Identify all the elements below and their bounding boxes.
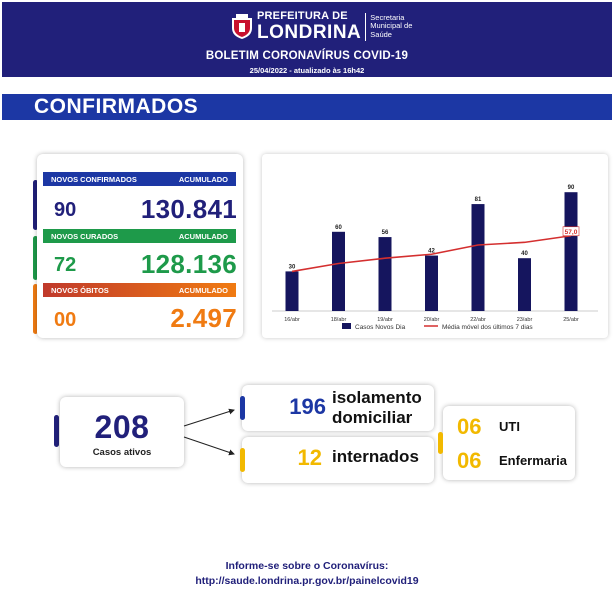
ward-count: 06 <box>457 448 482 473</box>
bulletin-date: 25/04/2022 - atualizado às 16h42 <box>249 66 365 75</box>
chart-bar <box>564 192 578 311</box>
chart-bar <box>518 258 531 311</box>
isolation-label-line-1: isolamento <box>332 388 422 407</box>
chart-legend: Casos Novos Dia Média móvel dos últimos … <box>342 323 533 331</box>
cases-chart: 30 16/abr 60 18/abr 56 19/abr 42 20/abr 81 22/abr… <box>272 185 598 331</box>
x-tick-label: 19/abr <box>377 317 393 323</box>
section-title: CONFIRMADOS <box>34 95 199 118</box>
moving-average-end-label: 57,0 <box>565 229 578 236</box>
bar-value-label: 81 <box>475 197 482 203</box>
legend-line-label: Média móvel dos últimos 7 dias <box>442 324 533 331</box>
bar-value-label: 56 <box>382 230 389 236</box>
curados-header: NOVOS CURADOS ACUMULADO <box>43 229 236 243</box>
isolation-accent-bar <box>240 396 245 420</box>
x-tick-label: 25/abr <box>563 317 579 323</box>
active-cases-box: 208 Casos ativos <box>60 397 184 467</box>
obitos-label: NOVOS ÓBITOS <box>51 285 109 295</box>
footer-info: Informe-se sobre o Coronavírus: <box>225 560 389 572</box>
obitos-total: 2.497 <box>170 303 237 333</box>
curados-accent-bar <box>33 236 38 280</box>
hospital-box: 12 internados <box>242 437 434 483</box>
chart-bar <box>332 231 345 311</box>
isolation-label-line-2: domiciliar <box>332 408 413 428</box>
hospital-label: internados <box>332 447 419 466</box>
confirmados-new: 90 <box>54 199 77 221</box>
bar-value-label: 90 <box>568 185 575 191</box>
curados-acc-label: ACUMULADO <box>178 231 228 241</box>
obitos-accent-bar <box>33 284 38 334</box>
uti-accent-bar <box>438 432 443 454</box>
x-tick-label: 23/abr <box>517 317 533 323</box>
header-banner: PREFEITURA DE LONDRINA Secretaria Munici… <box>2 2 612 77</box>
obitos-new: 00 <box>54 309 77 331</box>
chart-card: 30 16/abr 60 18/abr 56 19/abr 42 20/abr 81 22/abr… <box>262 154 608 338</box>
logo-divider <box>365 12 367 41</box>
active-cases-label: Casos ativos <box>92 447 152 458</box>
legend-bar-swatch <box>342 323 351 329</box>
arrow-to-isolation-icon <box>183 408 235 427</box>
isolation-label: isolamento domiciliar <box>332 388 422 429</box>
active-accent-bar <box>54 415 59 447</box>
confirmados-acc-label: ACUMULADO <box>178 174 228 184</box>
confirmados-label: NOVOS CONFIRMADOS <box>51 174 137 184</box>
coat-of-arms-icon <box>232 13 252 39</box>
moving-average-line <box>291 234 572 273</box>
prefeitura-logo: PREFEITURA DE LONDRINA Secretaria Munici… <box>230 11 420 42</box>
section-banner: CONFIRMADOS <box>2 94 612 120</box>
x-tick-label: 18/abr <box>331 317 347 323</box>
curados-label: NOVOS CURADOS <box>51 231 119 241</box>
x-tick-label: 16/abr <box>284 317 300 323</box>
bar-value-label: 60 <box>335 225 342 231</box>
chart-bar <box>471 204 485 311</box>
curados-total: 128.136 <box>140 249 237 279</box>
hospital-count: 12 <box>297 445 322 470</box>
x-tick-label: 22/abr <box>470 317 486 323</box>
confirmados-header: NOVOS CONFIRMADOS ACUMULADO <box>43 172 236 186</box>
ward-label: Enfermaria <box>499 453 567 468</box>
uti-label: UTI <box>499 419 520 434</box>
bar-value-label: 40 <box>521 251 528 257</box>
moving-average-end-box <box>562 226 580 237</box>
legend-bar-label: Casos Novos Dia <box>355 324 406 331</box>
chart-bar <box>425 255 438 311</box>
logo-secretaria: Secretaria Municipal de Saúde <box>370 12 413 39</box>
hospital-accent-bar <box>240 448 245 472</box>
x-tick-label: 20/abr <box>424 317 440 323</box>
logo-line-1: PREFEITURA DE <box>257 10 348 22</box>
isolation-box: 196 isolamento domiciliar <box>242 385 434 431</box>
chart-bar <box>378 237 392 311</box>
uti-count: 06 <box>457 414 482 439</box>
bar-value-label: 42 <box>428 249 435 255</box>
arrow-to-hospital-icon <box>183 436 235 456</box>
confirmados-total: 130.841 <box>140 194 237 224</box>
obitos-acc-label: ACUMULADO <box>178 285 228 295</box>
footer-link[interactable]: http://saude.londrina.pr.gov.br/painelco… <box>195 575 419 587</box>
isolation-count: 196 <box>289 394 326 419</box>
logo-line-2: LONDRINA <box>257 22 362 43</box>
curados-new: 72 <box>54 254 77 276</box>
active-cases-count: 208 <box>94 409 150 445</box>
bar-value-label: 30 <box>289 264 296 270</box>
obitos-header: NOVOS ÓBITOS ACUMULADO <box>43 283 236 297</box>
confirmados-accent-bar <box>33 180 38 230</box>
bulletin-title: BOLETIM CORONAVÍRUS COVID-19 <box>205 50 409 62</box>
uti-ward-box: 06 UTI 06 Enfermaria <box>443 406 575 480</box>
chart-bar <box>285 271 299 311</box>
